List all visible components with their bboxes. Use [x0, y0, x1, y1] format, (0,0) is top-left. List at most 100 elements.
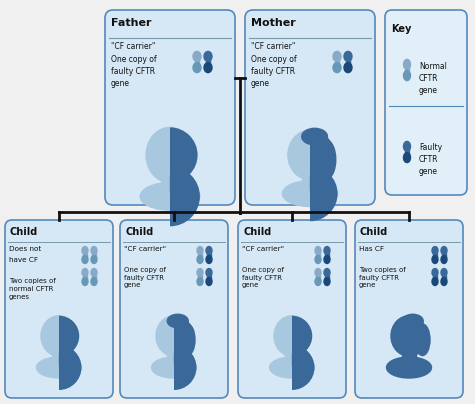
- Text: "CF carrier": "CF carrier": [111, 42, 155, 51]
- Text: "CF carrier": "CF carrier": [124, 246, 166, 252]
- Bar: [310, 175, 318, 190]
- Ellipse shape: [146, 127, 194, 183]
- Text: One copy of
faulty CFTR
gene: One copy of faulty CFTR gene: [124, 267, 166, 288]
- Bar: [92, 275, 96, 280]
- Bar: [316, 252, 320, 257]
- Ellipse shape: [197, 246, 203, 255]
- Ellipse shape: [315, 255, 321, 263]
- FancyBboxPatch shape: [355, 220, 463, 398]
- Text: Has CF: Has CF: [359, 246, 384, 252]
- Bar: [167, 353, 181, 364]
- Ellipse shape: [274, 316, 310, 356]
- Bar: [334, 59, 340, 65]
- Text: Child: Child: [360, 227, 388, 237]
- Bar: [195, 59, 200, 65]
- Ellipse shape: [415, 324, 430, 356]
- Bar: [59, 353, 66, 364]
- Ellipse shape: [91, 269, 97, 276]
- Text: Normal
CFTR
gene: Normal CFTR gene: [419, 62, 447, 95]
- Bar: [346, 59, 351, 65]
- Ellipse shape: [206, 255, 212, 263]
- Ellipse shape: [288, 130, 332, 180]
- FancyBboxPatch shape: [120, 220, 228, 398]
- Ellipse shape: [180, 324, 195, 356]
- Ellipse shape: [82, 246, 88, 255]
- Bar: [170, 175, 179, 192]
- Bar: [325, 252, 329, 257]
- Text: Child: Child: [243, 227, 271, 237]
- Ellipse shape: [403, 141, 410, 152]
- Ellipse shape: [197, 255, 203, 263]
- Bar: [292, 353, 299, 364]
- Bar: [207, 275, 211, 280]
- Bar: [316, 275, 320, 280]
- Bar: [433, 275, 437, 280]
- Ellipse shape: [432, 246, 438, 255]
- Ellipse shape: [197, 269, 203, 276]
- Text: "CF carrier": "CF carrier": [242, 246, 284, 252]
- Ellipse shape: [441, 278, 447, 286]
- Ellipse shape: [206, 278, 212, 286]
- Ellipse shape: [41, 316, 77, 356]
- Ellipse shape: [432, 269, 438, 276]
- Bar: [405, 67, 409, 73]
- Wedge shape: [59, 345, 82, 390]
- Ellipse shape: [324, 246, 330, 255]
- FancyBboxPatch shape: [245, 10, 375, 205]
- Bar: [207, 252, 211, 257]
- Text: Two copies of
faulty CFTR
gene: Two copies of faulty CFTR gene: [359, 267, 406, 288]
- Wedge shape: [310, 130, 335, 180]
- Ellipse shape: [441, 269, 447, 276]
- FancyBboxPatch shape: [105, 10, 235, 205]
- Ellipse shape: [333, 63, 341, 73]
- Ellipse shape: [344, 63, 352, 73]
- Ellipse shape: [140, 183, 200, 210]
- FancyBboxPatch shape: [238, 220, 346, 398]
- Wedge shape: [310, 166, 338, 221]
- Ellipse shape: [403, 71, 410, 81]
- Ellipse shape: [441, 246, 447, 255]
- Text: One copy of
faulty CFTR
gene: One copy of faulty CFTR gene: [251, 55, 296, 88]
- Bar: [405, 149, 409, 155]
- Text: Does not: Does not: [9, 246, 41, 252]
- Text: One copy of
faulty CFTR
gene: One copy of faulty CFTR gene: [111, 55, 157, 88]
- Bar: [198, 252, 202, 257]
- Ellipse shape: [324, 269, 330, 276]
- Ellipse shape: [403, 153, 410, 162]
- Ellipse shape: [324, 255, 330, 263]
- FancyBboxPatch shape: [385, 10, 467, 195]
- FancyBboxPatch shape: [5, 220, 113, 398]
- Text: Two copies of
normal CFTR
genes: Two copies of normal CFTR genes: [9, 278, 56, 299]
- Text: Key: Key: [391, 24, 411, 34]
- Ellipse shape: [333, 51, 341, 61]
- Ellipse shape: [315, 246, 321, 255]
- Ellipse shape: [193, 63, 201, 73]
- Wedge shape: [59, 316, 79, 356]
- Bar: [161, 175, 179, 192]
- Bar: [442, 252, 446, 257]
- Ellipse shape: [82, 255, 88, 263]
- Ellipse shape: [432, 278, 438, 286]
- Ellipse shape: [391, 316, 427, 356]
- Ellipse shape: [204, 51, 212, 61]
- Text: Child: Child: [125, 227, 153, 237]
- Ellipse shape: [283, 181, 338, 206]
- Bar: [325, 275, 329, 280]
- Ellipse shape: [432, 255, 438, 263]
- Bar: [285, 353, 299, 364]
- Ellipse shape: [156, 316, 192, 356]
- Ellipse shape: [193, 51, 201, 61]
- Wedge shape: [174, 345, 197, 390]
- Ellipse shape: [91, 278, 97, 286]
- Bar: [433, 252, 437, 257]
- Bar: [174, 353, 181, 364]
- Ellipse shape: [317, 140, 336, 179]
- Bar: [442, 275, 446, 280]
- Wedge shape: [174, 316, 194, 356]
- Ellipse shape: [402, 314, 423, 328]
- Ellipse shape: [206, 269, 212, 276]
- Text: "CF carrier": "CF carrier": [251, 42, 295, 51]
- Text: Child: Child: [10, 227, 38, 237]
- Wedge shape: [170, 127, 198, 183]
- Ellipse shape: [344, 51, 352, 61]
